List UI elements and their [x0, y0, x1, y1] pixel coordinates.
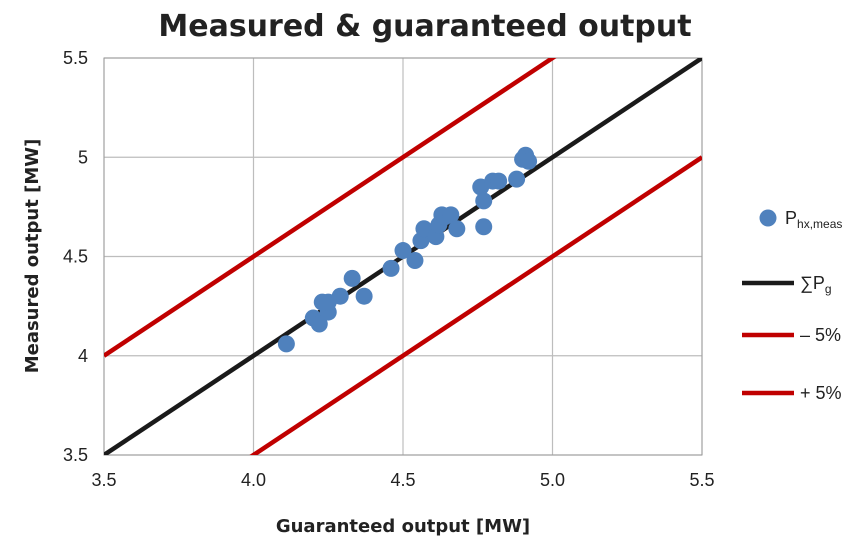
- x-tick-label: 5.5: [689, 470, 714, 490]
- plot-area: [104, 58, 702, 455]
- y-tick-label: 5: [78, 147, 88, 167]
- legend-label-1: ∑Pg: [800, 273, 832, 296]
- scatter-point: [406, 251, 424, 269]
- legend-label-2: – 5%: [800, 325, 841, 345]
- legend-label-main: – 5%: [800, 325, 841, 345]
- legend-label-3: + 5%: [800, 383, 842, 403]
- legend-label-0: Phx,meas: [785, 208, 842, 231]
- legend: Phx,meas ∑Pg – 5% + 5%: [742, 208, 842, 403]
- scatter-point: [331, 287, 349, 305]
- scatter-point: [382, 259, 400, 277]
- scatter-point: [394, 242, 412, 260]
- scatter-point: [277, 335, 295, 353]
- scatter-point: [343, 269, 361, 287]
- y-tick-label: 3.5: [63, 445, 88, 465]
- scatter-point: [475, 218, 493, 236]
- x-tick-label: 4.5: [390, 470, 415, 490]
- legend-label-main: ∑P: [800, 273, 825, 293]
- scatter-point: [310, 315, 328, 333]
- legend-marker-0: [759, 209, 777, 227]
- y-tick-label: 4.5: [63, 247, 88, 267]
- x-axis-label: Guaranteed output [MW]: [276, 516, 530, 537]
- legend-label-main: + 5%: [800, 383, 842, 403]
- plot-frame: [103, 57, 703, 456]
- scatter-point: [490, 172, 508, 190]
- scatter-point: [355, 287, 373, 305]
- x-tick-label: 5.0: [540, 470, 565, 490]
- legend-label-subscript: g: [825, 282, 832, 296]
- y-tick-label: 5.5: [63, 48, 88, 68]
- tick-labels: 3.5 4.0 4.5 5.0 5.5 3.5 4 4.5 5 5.5: [63, 48, 715, 490]
- scatter-point: [442, 206, 460, 224]
- x-tick-label: 4.0: [241, 470, 266, 490]
- legend-label-subscript: hx,meas: [797, 217, 842, 231]
- y-tick-label: 4: [78, 346, 88, 366]
- scatter-point: [520, 152, 538, 170]
- scatter-point: [508, 170, 526, 188]
- chart-title: Measured & guaranteed output: [158, 9, 691, 44]
- legend-label-main: P: [785, 208, 797, 228]
- series-line-3: [249, 155, 702, 455]
- scatter-point: [415, 220, 433, 238]
- y-axis-label: Measured output [MW]: [22, 139, 43, 374]
- scatter-point: [448, 220, 466, 238]
- series-line-2: [104, 58, 557, 358]
- scatter-point: [475, 192, 493, 210]
- x-tick-label: 3.5: [91, 470, 116, 490]
